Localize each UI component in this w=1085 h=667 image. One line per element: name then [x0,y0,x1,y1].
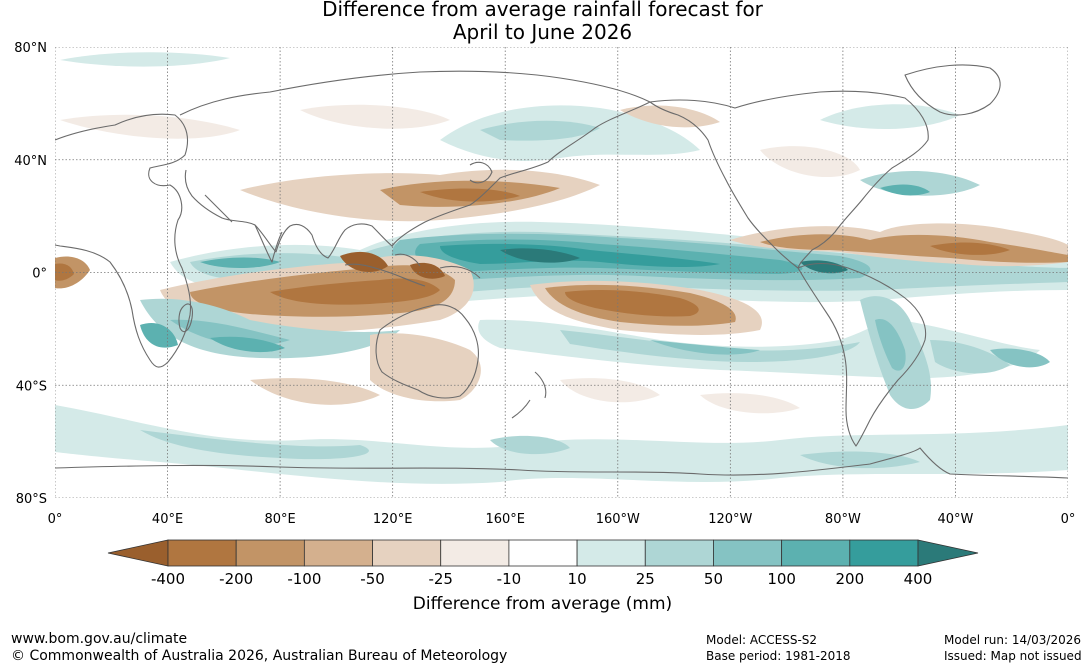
lat-label: 40°S [16,379,47,394]
footer-url: www.bom.gov.au/climate [11,631,188,647]
coastline-africa-europe [55,113,192,368]
legend-swatch [849,539,919,567]
legend-swatch [235,539,305,567]
coastline-japan [469,161,493,184]
title-line-1: Difference from average rainfall forecas… [322,0,763,21]
footer-model: Model: ACCESS-S2 [706,633,818,647]
australia-dry-region [250,333,800,414]
legend-title: Difference from average (mm) [412,594,673,614]
lon-label: 160°W [596,512,640,527]
legend-tick-label: -50 [360,570,385,588]
lon-label: 40°W [937,512,973,527]
coastline-north-america [649,90,929,269]
footer-model-run: Model run: 14/03/2026 [944,633,1082,647]
footer-issued: Issued: Map not issued [944,649,1082,663]
lat-label: 0° [32,267,47,282]
coastline-australia [375,304,479,399]
lon-label: 80°E [264,512,295,527]
indian-ocean-wet-region [140,298,400,359]
lon-label: 120°W [708,512,752,527]
legend-swatch [644,539,714,567]
legend-swatch [713,539,783,567]
lat-label: 40°N [14,154,47,169]
map-area [55,47,1068,498]
legend-swatch [508,539,578,567]
south-pacific-dry-region [530,280,762,335]
latitude-labels: 80°N 40°N 0° 40°S 80°S [14,41,47,507]
colour-legend: -400 -200 -100 -50 -25 -10 10 25 50 100 200 400 [107,539,979,588]
lon-label: 120°E [373,512,413,527]
coastline-arabia-india [204,194,283,263]
north-pacific-wet-region [60,52,980,196]
legend-tick-label: -10 [497,570,522,588]
north-pacific-dry-region [240,169,600,222]
map-title: Difference from average rainfall forecas… [0,0,1085,44]
legend-swatch [372,539,442,567]
legend-tick-label: -25 [428,570,453,588]
coastline-new-zealand [511,371,547,419]
lon-label: 40°E [152,512,183,527]
south-pacific-wet-region [478,296,1050,410]
legend-arrow-high [917,539,979,567]
title-line-2: April to June 2026 [452,20,633,44]
legend-swatch [781,539,851,567]
lat-label: 80°S [16,492,47,507]
legend-tick-label: -100 [287,570,321,588]
eurasia-dry-region [60,104,860,178]
southern-ocean-wet-region [55,405,1068,484]
legend-tick-label: 25 [636,570,655,588]
atlantic-itcz-dry-region [55,223,1068,289]
legend-swatch [303,539,373,567]
legend-tick-label: 10 [568,570,587,588]
legend-tick-label: -400 [151,570,185,588]
legend-tick-label: 400 [904,570,933,588]
footer-base-period: Base period: 1981-2018 [706,649,851,663]
coastlines [55,64,1068,479]
lon-label: 160°E [485,512,525,527]
longitude-labels: 0° 40°E 80°E 120°E 160°E 160°W 120°W 80°W 40°W 0° [48,512,1076,527]
legend-arrow-low [107,539,169,567]
coastline-indonesia [344,253,481,287]
footer-copyright: © Commonwealth of Australia 2026, Austra… [11,648,508,664]
coastline-madagascar [178,303,193,333]
legend-swatch [167,539,237,567]
legend-swatch [576,539,646,567]
lon-label: 80°W [825,512,861,527]
legend-tick-label: 100 [767,570,796,588]
coastline-greenland [904,64,1001,116]
coastline-antarctica [55,447,1068,479]
legend-tick-label: 50 [704,570,723,588]
legend-swatch [440,539,510,567]
legend-tick-label: 200 [835,570,864,588]
lon-label: 0° [48,512,63,527]
lon-label: 0° [1061,512,1076,527]
coastline-asia [179,70,651,259]
legend-tick-label: -200 [219,570,253,588]
graticule [55,47,1068,498]
coastline-south-america [797,262,927,447]
lat-label: 80°N [14,41,47,56]
